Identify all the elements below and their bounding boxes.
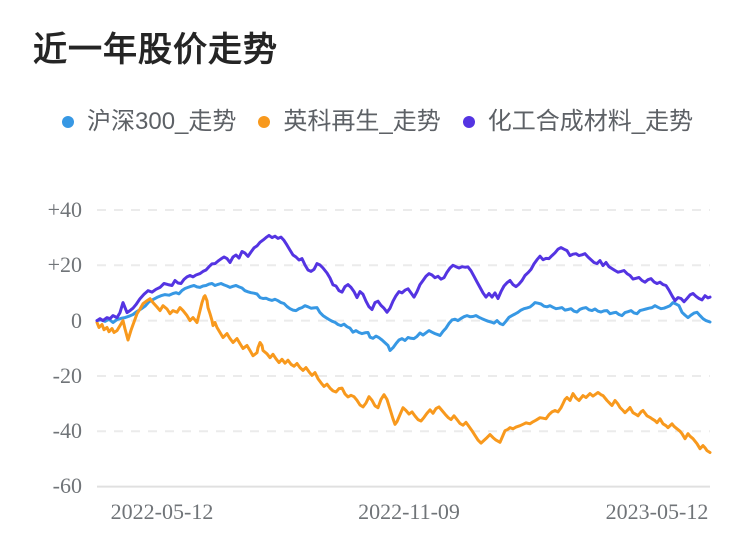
page-title: 近一年股价走势 [33,31,278,69]
legend-dot-intco-icon [258,116,271,128]
series-line-1[interactable] [95,294,712,454]
legend-label-chem: 化工合成材料_走势 [487,108,694,135]
y-axis-tick-neg40: -40 [52,418,82,443]
legend-item-intco[interactable]: 英科再生_走势 [258,108,441,136]
y-axis-tick-20: +20 [47,252,82,277]
y-axis-tick-0: 0 [71,308,82,333]
legend-dot-chem-icon [462,116,475,128]
legend-item-chem[interactable]: 化工合成材料_走势 [462,108,694,136]
x-axis-tick-mid: 2022-11-09 [358,499,460,524]
series-line-0[interactable] [95,282,712,352]
legend-item-csi300[interactable]: 沪深300_走势 [62,108,236,136]
y-axis-tick-40: +40 [47,197,82,222]
legend: 沪深300_走势 英科再生_走势 化工合成材料_走势 [62,108,693,136]
x-axis-tick-start: 2022-05-12 [110,499,214,524]
series-line-2[interactable] [95,233,712,323]
y-axis-tick-neg60: -60 [52,473,82,498]
x-axis-tick-end: 2023-05-12 [605,499,709,524]
legend-dot-csi300-icon [62,116,74,128]
legend-label-intco: 英科再生_走势 [283,108,441,135]
legend-label-csi300: 沪深300_走势 [87,108,237,135]
y-axis-tick-neg20: -20 [52,363,82,388]
